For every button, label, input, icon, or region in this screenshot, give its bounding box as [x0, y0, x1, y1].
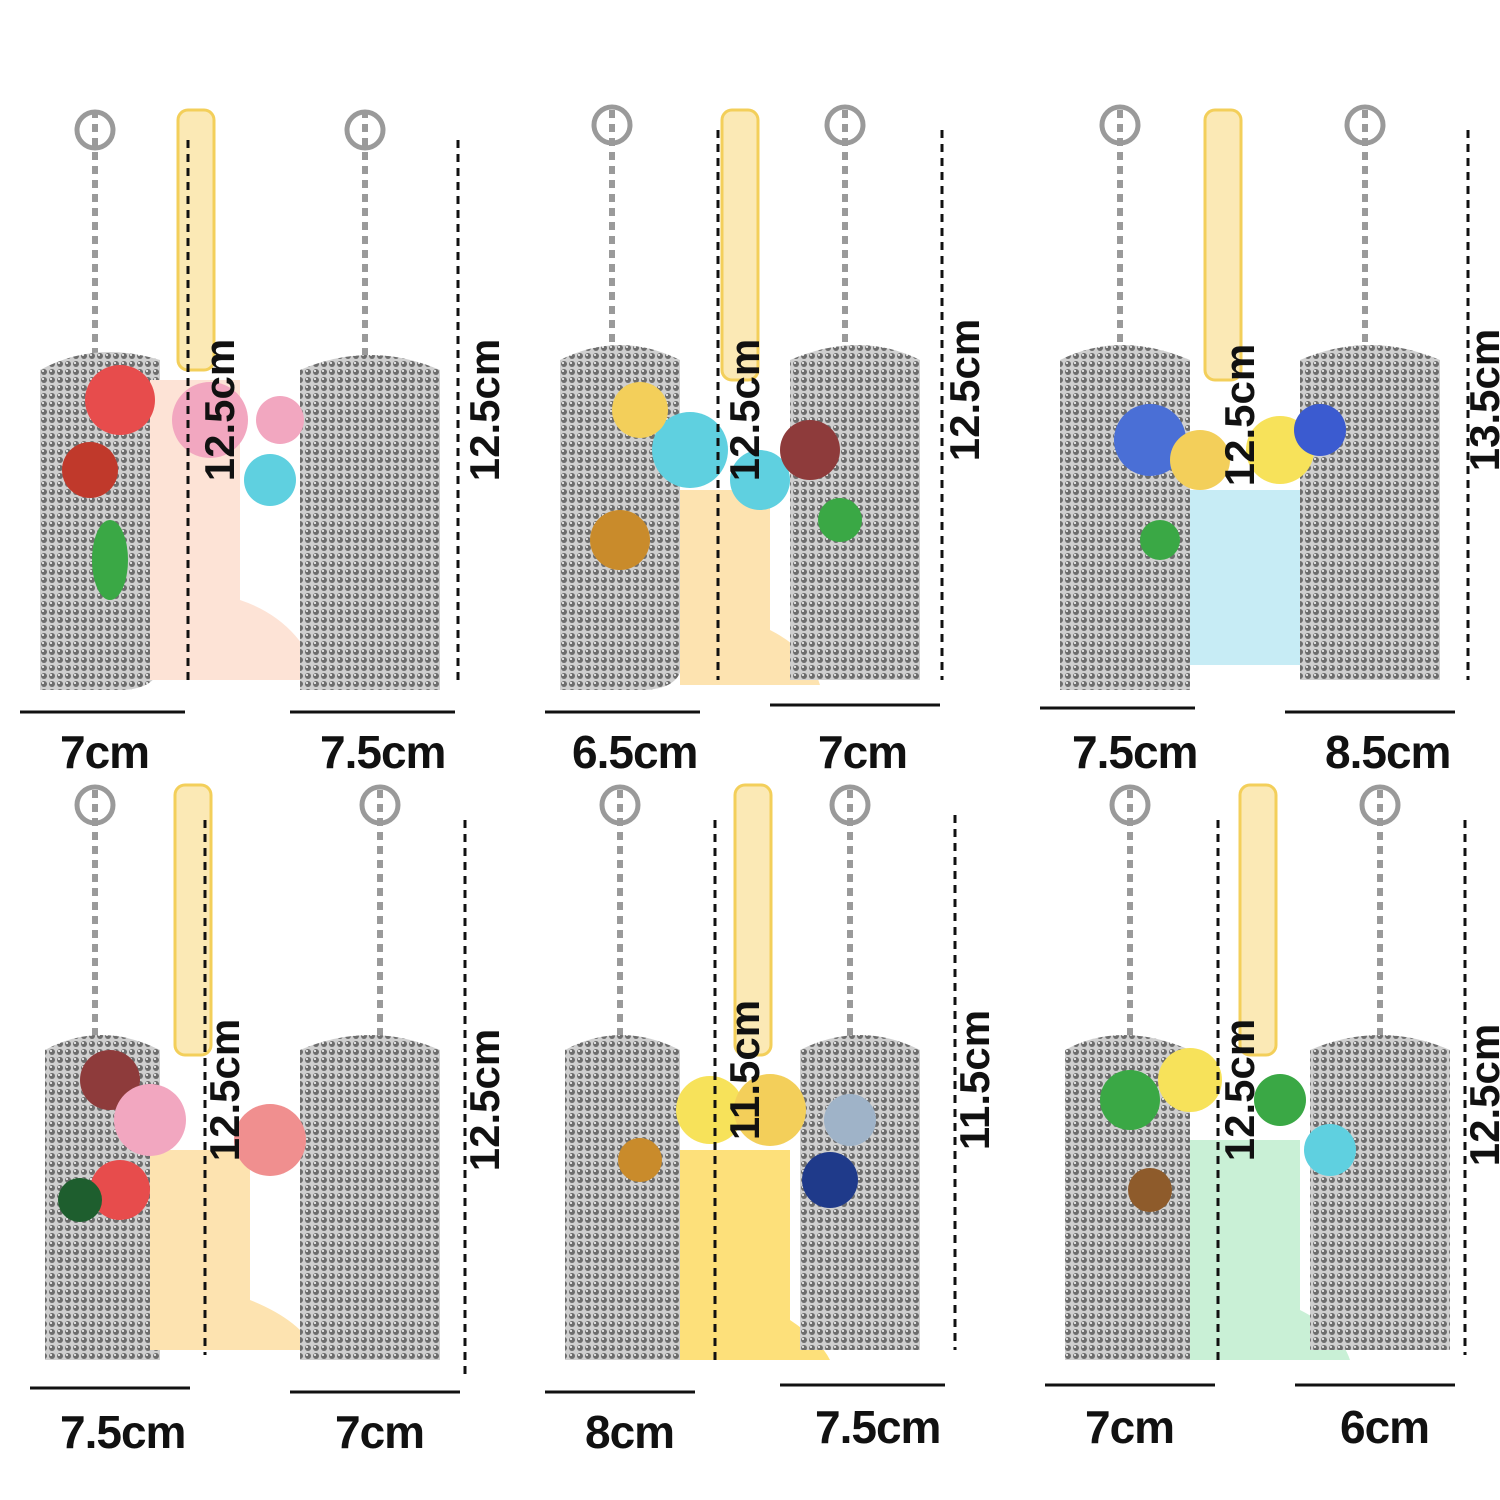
keychain-pair-1	[20, 108, 460, 714]
keychain-pair-2	[545, 104, 944, 714]
keychain-pair-6	[1045, 783, 1467, 1387]
height-label-11: 12.5cm	[1216, 1018, 1263, 1162]
width-label-10: 7.5cm	[815, 1401, 941, 1453]
keychain-pair-5	[545, 783, 957, 1394]
height-label-3: 12.5cm	[721, 338, 768, 482]
width-label-6: 8.5cm	[1325, 726, 1451, 778]
width-label-2: 7.5cm	[320, 726, 446, 778]
height-label-9: 11.5cm	[721, 999, 768, 1141]
height-label-1: 12.5cm	[196, 338, 243, 482]
width-label-1: 7cm	[60, 726, 150, 778]
keychain-pair-4	[30, 783, 467, 1394]
width-label-7: 7.5cm	[60, 1406, 186, 1458]
width-label-5: 7.5cm	[1072, 726, 1198, 778]
height-label-10: 11.5cm	[951, 1009, 998, 1151]
height-label-8: 12.5cm	[461, 1028, 508, 1172]
width-label-12: 6cm	[1340, 1401, 1430, 1453]
height-label-12: 12.5cm	[1461, 1023, 1500, 1167]
width-label-3: 6.5cm	[572, 726, 698, 778]
height-label-5: 12.5cm	[1216, 343, 1263, 487]
width-label-9: 8cm	[585, 1406, 675, 1458]
height-label-7: 12.5cm	[201, 1018, 248, 1162]
height-label-4: 12.5cm	[941, 318, 988, 462]
height-label-6: 13.5cm	[1461, 328, 1500, 472]
height-label-2: 12.5cm	[461, 338, 508, 482]
keychain-pair-3	[1040, 104, 1470, 714]
width-label-11: 7cm	[1085, 1401, 1175, 1453]
width-label-8: 7cm	[335, 1406, 425, 1458]
width-label-4: 7cm	[818, 726, 908, 778]
